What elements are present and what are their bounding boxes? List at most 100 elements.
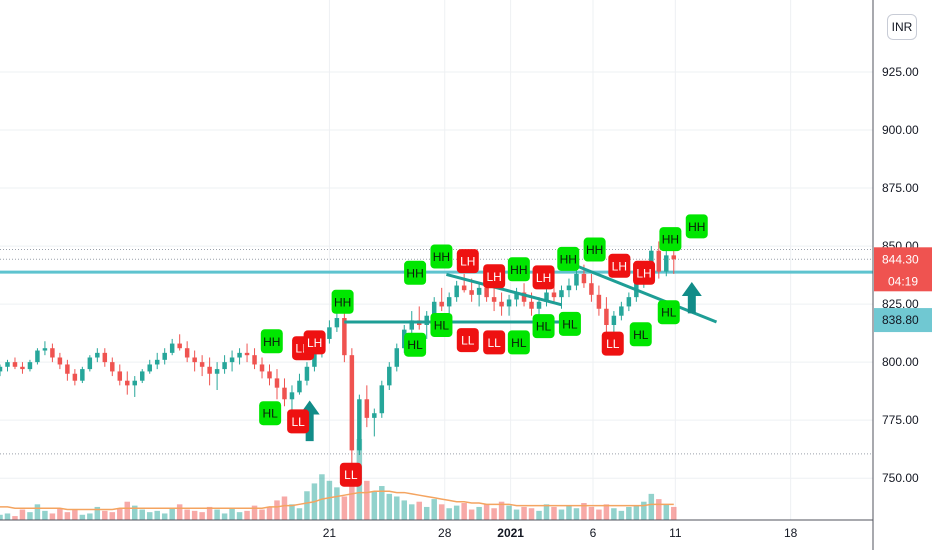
candle-body [364,399,370,418]
volume-bar [266,506,273,520]
candle-body [589,283,594,295]
candle-body [476,287,482,295]
volume-bar [64,512,71,520]
candles [0,241,677,469]
volume-bar [229,508,235,520]
pivot-label-box [583,237,606,262]
volume-bar [656,499,662,520]
volume-bar [648,493,655,520]
pivot-label: HL [633,328,649,342]
volume-bar [169,508,175,520]
candle-body [252,355,257,365]
pivot-label: HH [334,295,351,309]
x-axis[interactable]: 21 28 2021 6 11 18 [0,519,873,540]
pivot-label: HH [263,335,280,349]
pivot-label-box [657,300,680,325]
volume-bar [521,506,527,520]
volume-bar [281,496,288,520]
pivot-label: HL [536,320,552,334]
volume-bar [438,504,445,520]
pivot-label-box [456,249,479,274]
candle-body [102,352,108,363]
x-tick-label: 2021 [497,526,524,540]
candle-body [357,399,362,451]
candle-body [125,380,130,386]
pivot-label-box [339,462,362,487]
currency-button[interactable]: INR [887,14,917,40]
pivot-label-box [633,260,656,285]
candle-body [484,287,489,298]
pivot-label-box [507,330,530,355]
volume-bar [184,509,190,520]
candle-body [139,371,145,381]
pivot-label-box [532,314,555,339]
pivot-label: HH [510,263,527,277]
candle-body [544,292,549,302]
volume-bar [409,504,415,520]
pivot-label: HL [562,317,578,331]
y-tick-label: 800.00 [882,355,919,369]
volume-bar [199,512,205,520]
volume-bar [588,506,595,520]
pivot-label: LL [606,337,620,351]
volume-bar [573,508,580,520]
volume-bar [371,491,378,520]
candle-body [50,348,55,358]
candle-body [461,285,467,291]
pivot-label: HH [560,252,577,266]
candle-body [282,387,287,400]
volume-bar [626,506,632,520]
volume-bar [206,506,213,520]
volume-bar [379,486,385,520]
candle-body [424,315,429,325]
volume-bar [146,512,153,520]
volume-bar [581,503,587,520]
volume-bar [251,505,258,520]
candle-body [619,306,624,316]
volume-bar [221,513,228,520]
y-tick-label: 750.00 [882,471,919,485]
candle-body [334,318,340,328]
volume-bar [132,505,138,520]
pivot-label-box [260,329,283,354]
pivot-label-box [608,253,631,278]
pivot-label-box [259,401,282,426]
price-badges: 844.30 04:19 838.80 [874,247,932,333]
x-tick-label: 28 [438,526,452,540]
reference-lines [0,249,873,455]
candle-body [536,301,542,309]
volume-bar [19,509,26,520]
y-tick-label: 900.00 [882,123,919,137]
candle-body [42,348,48,351]
candle-body [0,366,3,372]
candle-body [12,362,18,367]
candle-body [289,392,295,400]
pivot-label: LL [344,468,358,482]
volume-bar [117,508,123,520]
volume-bar [528,508,535,520]
volume-bar [334,487,340,520]
candle-body [566,285,572,291]
candle-body [439,301,444,307]
y-tick-label: 925.00 [882,65,919,79]
volume-bar [618,510,625,520]
candle-body [327,327,332,339]
candle-body [506,299,512,307]
volume-bar [109,512,116,520]
pivot-label: LH [307,336,322,350]
volume-bar [603,504,610,520]
pivot-label-box [303,330,326,355]
volume-bar [326,480,333,520]
volume-bar [34,504,41,520]
candle-body [446,297,452,307]
candle-body [611,315,617,325]
volume-bar [102,510,108,520]
pivot-label-box [404,332,427,357]
volume-bar [558,509,565,520]
volume-bar [453,505,460,520]
volume-bar [364,480,370,520]
x-tick-label: 18 [784,526,798,540]
